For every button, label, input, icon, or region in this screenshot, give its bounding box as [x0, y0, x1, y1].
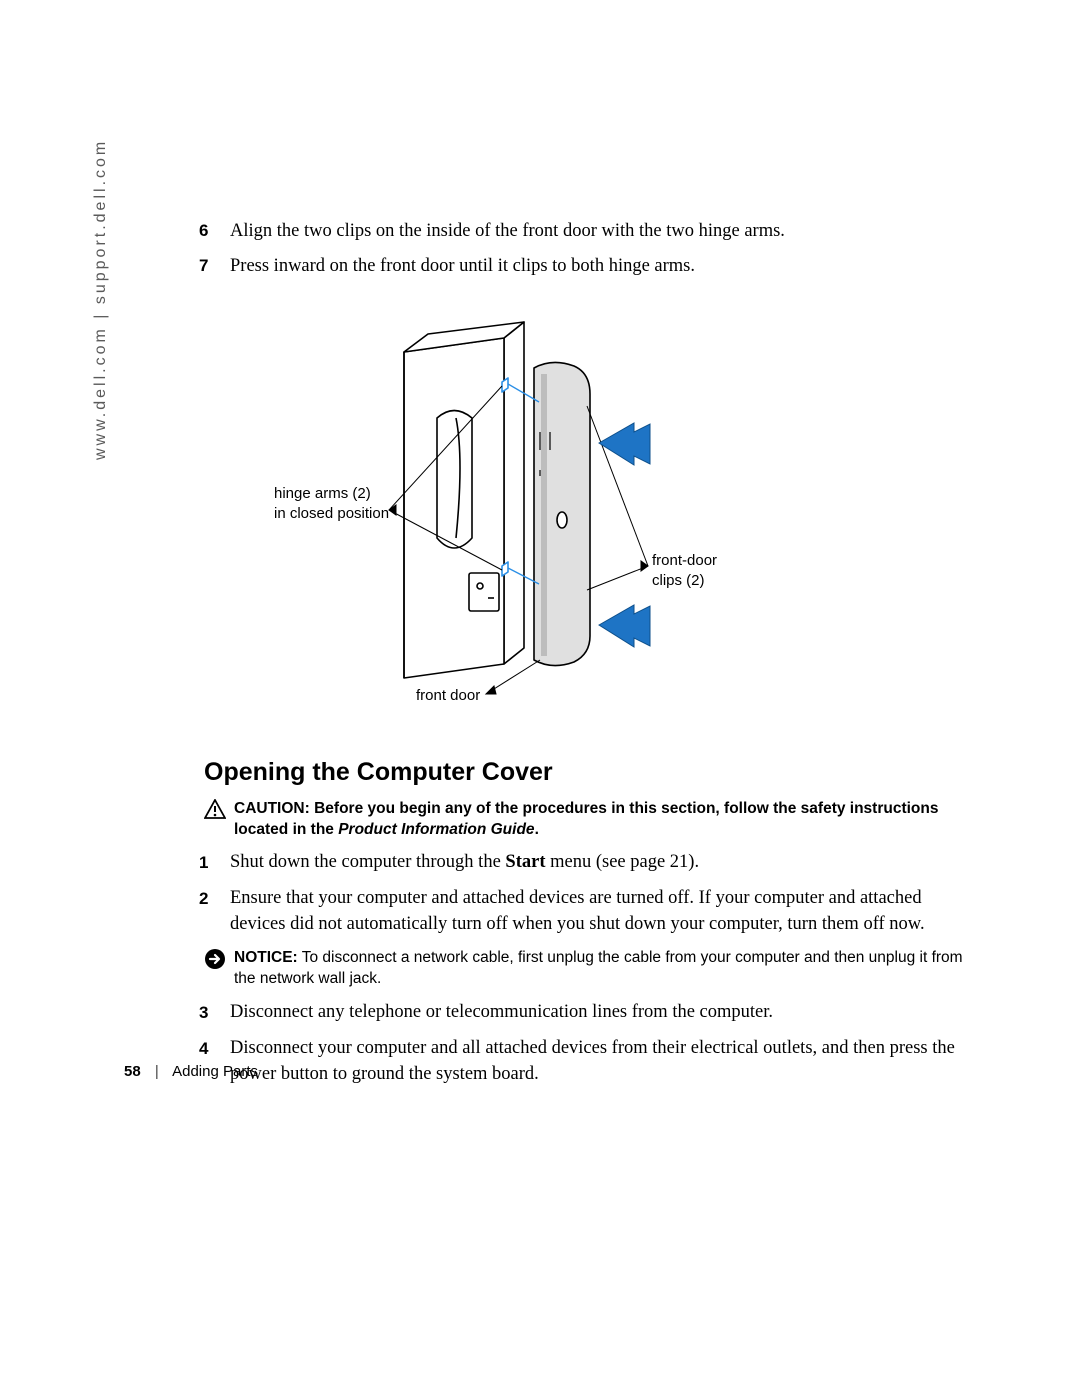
step-1-bold: Start: [505, 852, 545, 872]
step-6-text: Align the two clips on the inside of the…: [230, 221, 785, 241]
step-3: Disconnect any telephone or telecommunic…: [204, 1000, 974, 1026]
step-1-after: menu (see page 21).: [545, 852, 699, 872]
caution-icon: [204, 799, 226, 826]
notice-label: NOTICE:: [234, 949, 298, 966]
step-2-text: Ensure that your computer and attached d…: [230, 888, 925, 934]
notice-block: NOTICE: To disconnect a network cable, f…: [204, 948, 974, 990]
caution-guide-name: Product Information Guide: [338, 821, 534, 838]
steps-top-list: Align the two clips on the inside of the…: [204, 218, 974, 280]
step-6: Align the two clips on the inside of the…: [204, 218, 974, 245]
steps-mid-list: Shut down the computer through the Start…: [204, 850, 974, 938]
steps-after-notice-list: Disconnect any telephone or telecommunic…: [204, 1000, 974, 1088]
side-url-text: www.dell.com | support.dell.com: [92, 139, 110, 460]
notice-icon: [204, 948, 226, 977]
step-1-before: Shut down the computer through the: [230, 852, 505, 872]
step-2: Ensure that your computer and attached d…: [204, 886, 974, 938]
step-4: Disconnect your computer and all attache…: [204, 1036, 974, 1088]
page-number: 58: [124, 1063, 141, 1080]
front-door-figure: hinge arms (2) in closed position front-…: [204, 298, 974, 728]
notice-text: To disconnect a network cable, first unp…: [234, 949, 963, 987]
caution-text-after: .: [535, 821, 539, 838]
caution-block: CAUTION: Before you begin any of the pro…: [204, 799, 974, 841]
step-1: Shut down the computer through the Start…: [204, 850, 974, 876]
step-4-text: Disconnect your computer and all attache…: [230, 1038, 955, 1084]
figure-svg: [204, 298, 974, 728]
page-footer: 58 | Adding Parts: [124, 1063, 258, 1080]
footer-section: Adding Parts: [172, 1063, 258, 1080]
caution-label: CAUTION:: [234, 800, 310, 817]
step-7-text: Press inward on the front door until it …: [230, 256, 695, 276]
step-7: Press inward on the front door until it …: [204, 253, 974, 280]
step-3-text: Disconnect any telephone or telecommunic…: [230, 1002, 773, 1022]
section-title: Opening the Computer Cover: [204, 758, 974, 787]
footer-separator: |: [145, 1063, 169, 1080]
